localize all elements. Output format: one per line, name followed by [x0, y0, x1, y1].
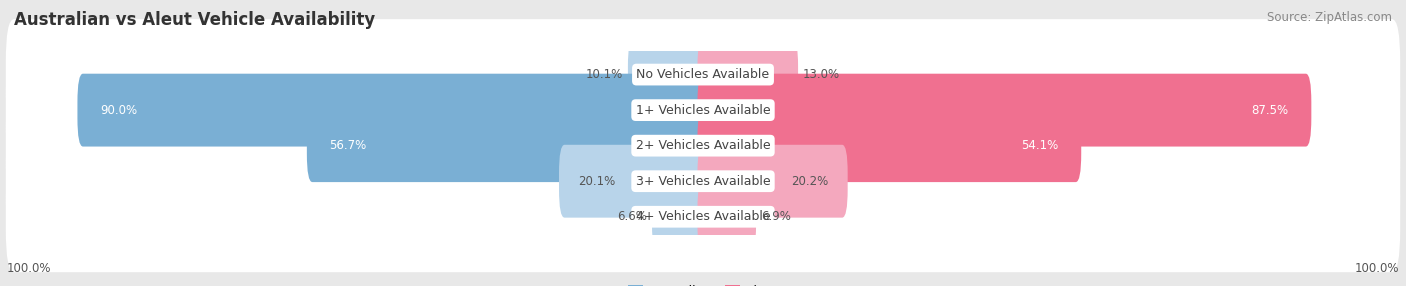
FancyBboxPatch shape [77, 74, 709, 146]
Text: 20.2%: 20.2% [792, 175, 828, 188]
FancyBboxPatch shape [6, 126, 1400, 237]
Text: 20.1%: 20.1% [578, 175, 616, 188]
Text: 87.5%: 87.5% [1251, 104, 1289, 117]
Text: 90.0%: 90.0% [100, 104, 138, 117]
Text: 13.0%: 13.0% [803, 68, 839, 81]
Text: 2+ Vehicles Available: 2+ Vehicles Available [636, 139, 770, 152]
Text: Source: ZipAtlas.com: Source: ZipAtlas.com [1267, 11, 1392, 24]
FancyBboxPatch shape [652, 180, 709, 253]
Text: 6.9%: 6.9% [761, 210, 790, 223]
FancyBboxPatch shape [307, 109, 709, 182]
Text: 56.7%: 56.7% [329, 139, 367, 152]
Text: 54.1%: 54.1% [1021, 139, 1059, 152]
Text: 100.0%: 100.0% [7, 262, 52, 275]
FancyBboxPatch shape [560, 145, 709, 218]
FancyBboxPatch shape [628, 38, 709, 111]
FancyBboxPatch shape [6, 90, 1400, 201]
FancyBboxPatch shape [697, 180, 756, 253]
Text: Australian vs Aleut Vehicle Availability: Australian vs Aleut Vehicle Availability [14, 11, 375, 29]
FancyBboxPatch shape [6, 161, 1400, 272]
FancyBboxPatch shape [6, 55, 1400, 166]
Text: 100.0%: 100.0% [1354, 262, 1399, 275]
Legend: Australian, Aleut: Australian, Aleut [627, 285, 779, 286]
FancyBboxPatch shape [697, 145, 848, 218]
Text: No Vehicles Available: No Vehicles Available [637, 68, 769, 81]
Text: 1+ Vehicles Available: 1+ Vehicles Available [636, 104, 770, 117]
Text: 6.6%: 6.6% [617, 210, 647, 223]
FancyBboxPatch shape [697, 38, 799, 111]
FancyBboxPatch shape [6, 19, 1400, 130]
Text: 10.1%: 10.1% [586, 68, 623, 81]
FancyBboxPatch shape [697, 74, 1312, 146]
FancyBboxPatch shape [697, 109, 1081, 182]
Text: 3+ Vehicles Available: 3+ Vehicles Available [636, 175, 770, 188]
Text: 4+ Vehicles Available: 4+ Vehicles Available [636, 210, 770, 223]
